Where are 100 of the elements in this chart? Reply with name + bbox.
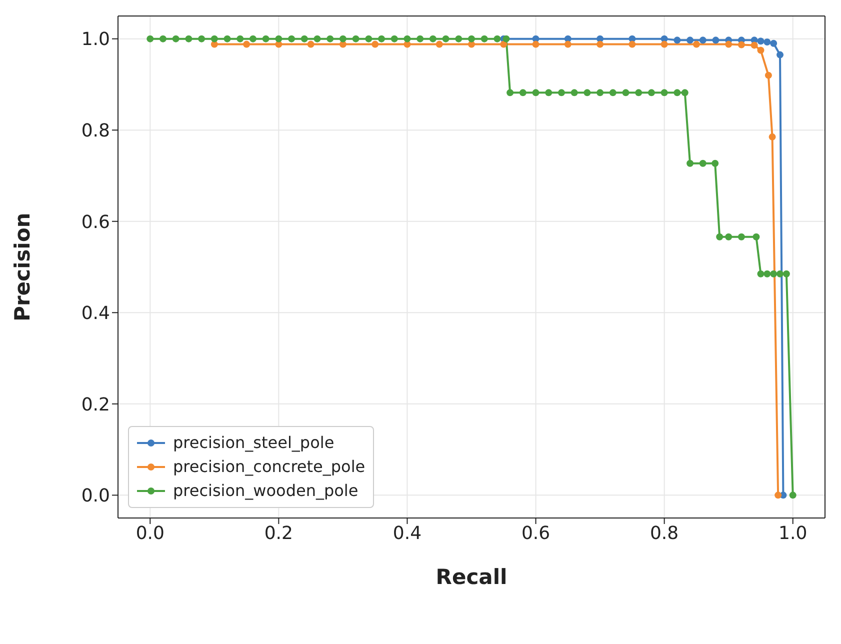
point — [725, 233, 732, 240]
point — [404, 35, 411, 42]
point — [692, 40, 700, 48]
point — [609, 89, 616, 96]
point — [596, 40, 604, 48]
point — [249, 35, 256, 42]
point — [757, 38, 764, 45]
point — [752, 233, 760, 240]
y-axis-title: Precision — [10, 212, 34, 322]
point — [480, 35, 488, 42]
point — [500, 40, 508, 48]
point — [712, 36, 720, 44]
point — [243, 40, 250, 48]
y-tick-label: 1.0 — [81, 29, 110, 50]
x-tick-label: 0.4 — [392, 522, 422, 544]
point — [390, 35, 398, 42]
point — [660, 89, 668, 96]
y-tick-label: 0.4 — [81, 303, 110, 324]
point — [262, 35, 270, 42]
point — [300, 35, 308, 42]
point — [681, 89, 688, 96]
point — [686, 160, 694, 167]
point — [416, 35, 424, 42]
point — [635, 89, 642, 96]
point — [307, 40, 314, 48]
point — [674, 89, 681, 96]
point — [738, 41, 745, 48]
point — [378, 35, 386, 42]
point — [757, 46, 764, 54]
point — [699, 160, 706, 167]
point — [596, 89, 604, 96]
point — [146, 35, 154, 42]
point — [455, 35, 462, 42]
point — [738, 233, 745, 240]
point — [558, 89, 565, 96]
point — [442, 35, 450, 42]
x-tick-label: 0.0 — [136, 522, 164, 544]
point — [185, 35, 192, 42]
point — [699, 36, 706, 44]
point — [365, 35, 372, 42]
point — [506, 89, 514, 96]
point — [352, 35, 360, 42]
x-tick-label: 0.6 — [521, 522, 550, 544]
point — [326, 35, 334, 42]
y-tick-label: 0.0 — [81, 486, 110, 507]
point — [159, 35, 166, 42]
legend-label: precision_wooden_pole — [173, 480, 358, 502]
point — [224, 35, 231, 42]
point — [275, 35, 282, 42]
point — [776, 270, 784, 278]
point — [532, 40, 540, 48]
point — [768, 133, 776, 140]
x-tick-label: 0.2 — [264, 522, 293, 544]
point — [716, 233, 724, 240]
point — [584, 89, 591, 96]
x-tick-label: 1.0 — [778, 522, 808, 544]
x-tick-label: 0.8 — [650, 522, 679, 544]
y-tick-label: 0.2 — [81, 394, 110, 416]
point — [712, 160, 719, 167]
point — [686, 36, 694, 44]
point — [564, 40, 572, 48]
point — [764, 38, 771, 46]
point — [764, 72, 772, 79]
y-tick-label: 0.8 — [81, 120, 110, 142]
point — [770, 270, 778, 278]
point — [782, 270, 790, 278]
point — [494, 35, 501, 42]
point — [774, 492, 782, 499]
x-axis-title: Recall — [436, 565, 508, 589]
point — [502, 35, 510, 42]
point — [519, 89, 526, 96]
point — [770, 40, 778, 47]
point — [674, 36, 681, 44]
point — [468, 35, 475, 42]
point — [757, 270, 764, 278]
point — [172, 35, 180, 42]
point — [570, 89, 578, 96]
point — [532, 89, 540, 96]
point — [648, 89, 655, 96]
point — [198, 35, 206, 42]
point — [660, 40, 668, 48]
point — [339, 35, 346, 42]
point — [236, 35, 244, 42]
legend-label: precision_steel_pole — [173, 432, 334, 454]
point — [725, 40, 732, 48]
legend-label: precision_concrete_pole — [173, 456, 366, 478]
point — [622, 89, 630, 96]
point — [429, 35, 436, 42]
point — [750, 42, 758, 49]
y-tick-label: 0.6 — [81, 212, 110, 233]
point — [314, 35, 321, 42]
point — [764, 270, 771, 278]
point — [372, 40, 379, 48]
point — [776, 51, 784, 58]
point — [436, 40, 443, 48]
point — [789, 492, 796, 499]
point — [628, 40, 636, 48]
point — [210, 35, 218, 42]
point — [545, 89, 552, 96]
point — [288, 35, 296, 42]
